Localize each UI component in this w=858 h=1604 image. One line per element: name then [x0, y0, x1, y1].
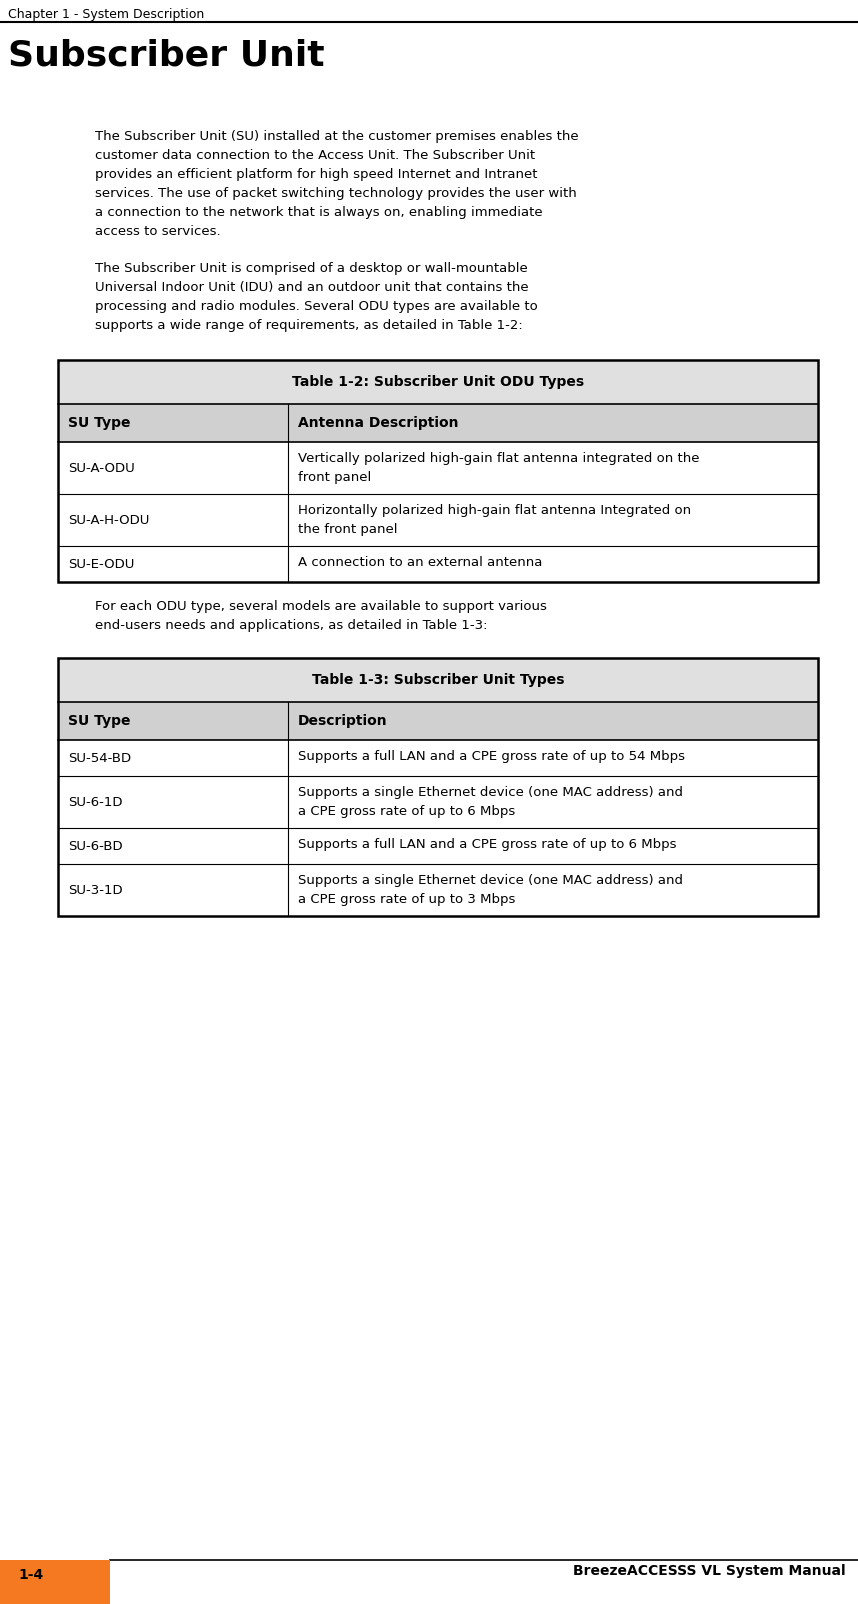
Text: SU-3-1D: SU-3-1D	[68, 884, 123, 897]
Text: Supports a single Ethernet device (one MAC address) and
a CPE gross rate of up t: Supports a single Ethernet device (one M…	[298, 786, 683, 818]
Text: Table 1-2: Subscriber Unit ODU Types: Table 1-2: Subscriber Unit ODU Types	[292, 375, 584, 390]
Text: SU-A-ODU: SU-A-ODU	[68, 462, 135, 475]
Text: end-users needs and applications, as detailed in Table 1-3:: end-users needs and applications, as det…	[95, 619, 487, 632]
Text: customer data connection to the Access Unit. The Subscriber Unit: customer data connection to the Access U…	[95, 149, 535, 162]
Bar	[58, 404, 818, 443]
Bar	[58, 703, 818, 739]
Text: Chapter 1 - System Description: Chapter 1 - System Description	[8, 8, 204, 21]
Text: Supports a full LAN and a CPE gross rate of up to 6 Mbps: Supports a full LAN and a CPE gross rate…	[298, 837, 676, 852]
Text: A connection to an external antenna: A connection to an external antenna	[298, 557, 542, 569]
Text: SU Type: SU Type	[68, 714, 130, 728]
Text: access to services.: access to services.	[95, 225, 221, 237]
Text: SU-54-BD: SU-54-BD	[68, 752, 131, 765]
Text: Universal Indoor Unit (IDU) and an outdoor unit that contains the: Universal Indoor Unit (IDU) and an outdo…	[95, 281, 529, 294]
Text: Antenna Description: Antenna Description	[298, 415, 458, 430]
Text: a connection to the network that is always on, enabling immediate: a connection to the network that is alwa…	[95, 205, 542, 220]
Text: The Subscriber Unit (SU) installed at the customer premises enables the: The Subscriber Unit (SU) installed at th…	[95, 130, 578, 143]
Text: SU Type: SU Type	[68, 415, 130, 430]
Text: Supports a single Ethernet device (one MAC address) and
a CPE gross rate of up t: Supports a single Ethernet device (one M…	[298, 874, 683, 906]
Bar	[58, 658, 818, 916]
Text: Vertically polarized high-gain flat antenna integrated on the
front panel: Vertically polarized high-gain flat ante…	[298, 452, 699, 483]
Text: services. The use of packet switching technology provides the user with: services. The use of packet switching te…	[95, 188, 577, 200]
Text: The Subscriber Unit is comprised of a desktop or wall-mountable: The Subscriber Unit is comprised of a de…	[95, 261, 528, 274]
Text: SU-A-H-ODU: SU-A-H-ODU	[68, 513, 149, 526]
Text: For each ODU type, several models are available to support various: For each ODU type, several models are av…	[95, 600, 547, 613]
Text: Table 1-3: Subscriber Unit Types: Table 1-3: Subscriber Unit Types	[311, 674, 565, 687]
Text: supports a wide range of requirements, as detailed in Table 1-2:: supports a wide range of requirements, a…	[95, 319, 523, 332]
Text: provides an efficient platform for high speed Internet and Intranet: provides an efficient platform for high …	[95, 168, 537, 181]
Bar	[58, 359, 818, 582]
Text: Horizontally polarized high-gain flat antenna Integrated on
the front panel: Horizontally polarized high-gain flat an…	[298, 504, 692, 536]
Bar	[0, 1561, 110, 1604]
Text: Description: Description	[298, 714, 388, 728]
Text: Supports a full LAN and a CPE gross rate of up to 54 Mbps: Supports a full LAN and a CPE gross rate…	[298, 751, 685, 764]
Bar	[58, 359, 818, 404]
Text: BreezeACCESSS VL System Manual: BreezeACCESSS VL System Manual	[573, 1564, 846, 1578]
Text: SU-6-BD: SU-6-BD	[68, 839, 123, 852]
Text: 1-4: 1-4	[18, 1569, 43, 1582]
Text: processing and radio modules. Several ODU types are available to: processing and radio modules. Several OD…	[95, 300, 538, 313]
Text: SU-E-ODU: SU-E-ODU	[68, 558, 135, 571]
Text: Subscriber Unit: Subscriber Unit	[8, 38, 324, 72]
Text: SU-6-1D: SU-6-1D	[68, 796, 123, 808]
Bar	[58, 658, 818, 703]
